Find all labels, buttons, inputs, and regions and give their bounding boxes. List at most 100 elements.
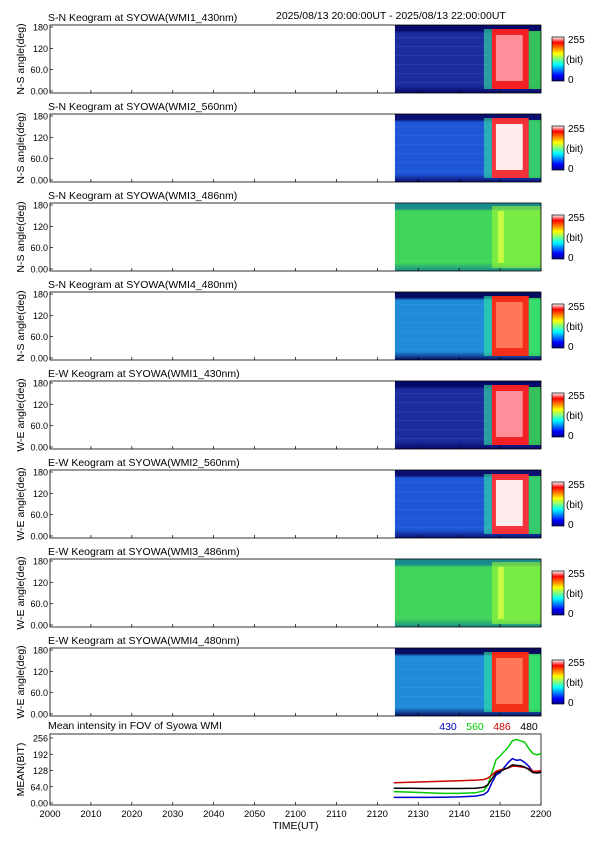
keogram-streak bbox=[394, 678, 498, 680]
keogram-streak bbox=[394, 313, 498, 315]
keogram-streak bbox=[394, 509, 498, 511]
keogram-streak bbox=[394, 705, 498, 707]
aurora-tail bbox=[528, 120, 541, 178]
keogram-ytick-label: 60.0 bbox=[30, 332, 48, 342]
colorbar-unit-label: (bit) bbox=[566, 233, 583, 244]
colorbar bbox=[551, 659, 565, 705]
colorbar-max-label: 255 bbox=[568, 480, 585, 491]
keogram-streak bbox=[394, 55, 498, 57]
legend-entry-486: 486 bbox=[493, 721, 511, 733]
colorbar bbox=[551, 303, 565, 349]
keogram-ylabel: W-E angle(deg) bbox=[15, 645, 27, 718]
keogram-ytick-label: 120 bbox=[33, 400, 48, 410]
keogram-ylabel: W-E angle(deg) bbox=[15, 378, 27, 451]
keogram-streak bbox=[394, 571, 498, 573]
line-ytick-label: 0.00 bbox=[30, 799, 48, 809]
keogram-streak bbox=[394, 420, 498, 422]
aurora-tail bbox=[528, 654, 541, 712]
keogram-ytick-label: 180 bbox=[33, 290, 48, 300]
keogram-ytick-label: 0.00 bbox=[30, 710, 48, 720]
keogram-streak bbox=[394, 162, 498, 164]
colorbar-max-label: 255 bbox=[568, 302, 585, 313]
line-ytick-label: 64.0 bbox=[30, 782, 48, 792]
line-xtick-label: 2100 bbox=[285, 809, 306, 820]
keogram-streak bbox=[394, 429, 498, 431]
line-xtick-label: 2050 bbox=[244, 809, 265, 820]
line-xtick-label: 2030 bbox=[162, 809, 183, 820]
colorbar-min-label: 0 bbox=[568, 698, 574, 709]
keogram-ytick-label: 0.00 bbox=[30, 443, 48, 453]
keogram-streak bbox=[394, 598, 498, 600]
keogram-ytick-label: 60.0 bbox=[30, 154, 48, 164]
colorbar-max-label: 255 bbox=[568, 35, 585, 46]
line-chart-frame bbox=[49, 733, 542, 806]
aurora-core bbox=[497, 211, 504, 263]
line-xtick-label: 2200 bbox=[530, 809, 551, 820]
colorbar-max-label: 255 bbox=[568, 569, 585, 580]
keogram-streak bbox=[394, 669, 498, 671]
colorbar-max-label: 255 bbox=[568, 391, 585, 402]
keogram-ytick-label: 60.0 bbox=[30, 65, 48, 75]
aurora-edge bbox=[483, 118, 492, 178]
keogram-title: S-N Keogram at SYOWA(WMI4_480nm) bbox=[48, 279, 237, 291]
keogram-title: E-W Keogram at SYOWA(WMI3_486nm) bbox=[48, 546, 240, 558]
colorbar-max-label: 255 bbox=[568, 658, 585, 669]
colorbar-unit-label: (bit) bbox=[566, 411, 583, 422]
keogram-streak bbox=[394, 304, 498, 306]
keogram-streak bbox=[394, 411, 498, 413]
keogram-streak bbox=[394, 482, 498, 484]
keogram-streak bbox=[394, 242, 498, 244]
line-ytick-label: 256 bbox=[33, 734, 48, 744]
keogram-streak bbox=[394, 144, 498, 146]
keogram-ytick-label: 60.0 bbox=[30, 421, 48, 431]
colorbar-unit-label: (bit) bbox=[566, 322, 583, 333]
keogram-title: S-N Keogram at SYOWA(WMI3_486nm) bbox=[48, 190, 237, 202]
keogram-ytick-label: 180 bbox=[33, 557, 48, 567]
colorbar-unit-label: (bit) bbox=[566, 55, 583, 66]
colorbar bbox=[551, 392, 565, 438]
series-line-430 bbox=[393, 757, 542, 799]
line-xtick-label: 2150 bbox=[490, 809, 511, 820]
keogram-ytick-label: 60.0 bbox=[30, 510, 48, 520]
colorbar-unit-label: (bit) bbox=[566, 589, 583, 600]
keogram-ytick-label: 120 bbox=[33, 667, 48, 677]
keogram-streak bbox=[394, 215, 498, 217]
keogram-panel: E-W Keogram at SYOWA(WMI1_430nm)180 120 60… bbox=[15, 368, 585, 453]
series-line-480 bbox=[393, 764, 542, 790]
line-chart-title: Mean intensity in FOV of Syowa WMI bbox=[48, 720, 222, 732]
keogram-ytick-label: 180 bbox=[33, 23, 48, 33]
legend-entry-560: 560 bbox=[466, 721, 484, 733]
aurora-core bbox=[495, 302, 523, 348]
aurora-edge bbox=[483, 296, 492, 356]
keogram-title: E-W Keogram at SYOWA(WMI4_480nm) bbox=[48, 635, 240, 647]
keogram-title: S-N Keogram at SYOWA(WMI1_430nm) bbox=[48, 12, 237, 24]
keogram-streak bbox=[394, 527, 498, 529]
colorbar bbox=[551, 481, 565, 527]
keogram-ytick-label: 0.00 bbox=[30, 87, 48, 97]
keogram-streak bbox=[394, 251, 498, 253]
colorbar-min-label: 0 bbox=[568, 520, 574, 531]
line-ylabel: MEAN(BIT) bbox=[15, 743, 27, 797]
line-xlabel: TIME(UT) bbox=[272, 820, 318, 832]
keogram-streak bbox=[394, 224, 498, 226]
keogram-streak bbox=[394, 37, 498, 39]
colorbar bbox=[551, 570, 565, 616]
keogram-streak bbox=[394, 340, 498, 342]
keogram-ytick-label: 60.0 bbox=[30, 688, 48, 698]
keogram-streak bbox=[394, 171, 498, 173]
keogram-streak bbox=[394, 126, 498, 128]
keogram-ytick-label: 0.00 bbox=[30, 176, 48, 186]
line-xtick-label: 2020 bbox=[121, 809, 142, 820]
line-ytick-label: 128 bbox=[33, 766, 48, 776]
keogram-ytick-label: 60.0 bbox=[30, 243, 48, 253]
keogram-ytick-label: 0.00 bbox=[30, 532, 48, 542]
keogram-panel: E-W Keogram at SYOWA(WMI4_480nm)180 120 60… bbox=[15, 635, 585, 720]
keogram-streak bbox=[394, 438, 498, 440]
aurora-core bbox=[495, 124, 523, 170]
keogram-title: E-W Keogram at SYOWA(WMI1_430nm) bbox=[48, 368, 240, 380]
colorbar-min-label: 0 bbox=[568, 609, 574, 620]
aurora-core bbox=[495, 35, 523, 81]
keogram-streak bbox=[394, 589, 498, 591]
